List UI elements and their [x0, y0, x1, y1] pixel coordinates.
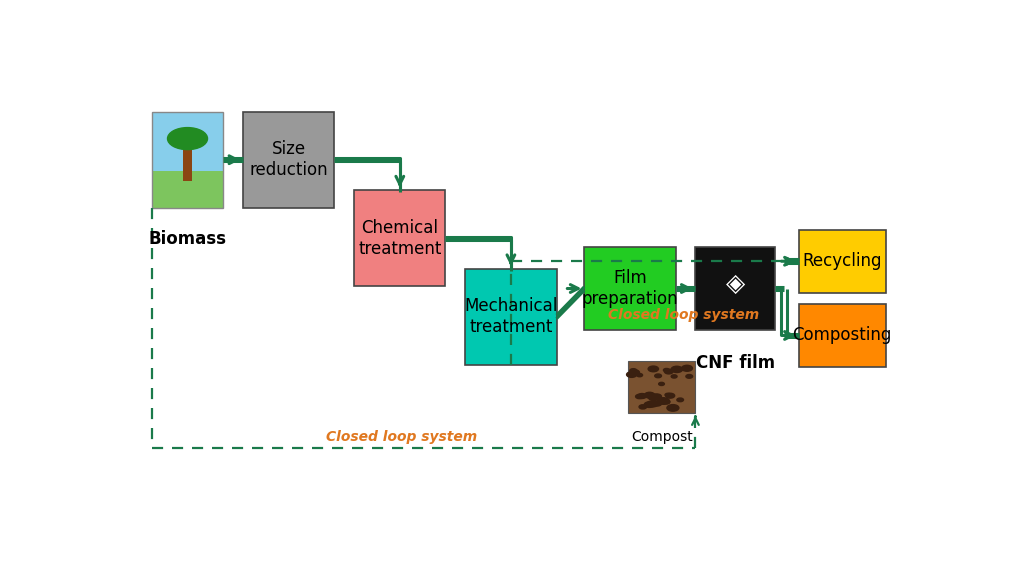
Circle shape: [648, 395, 656, 400]
Circle shape: [657, 397, 670, 404]
Text: Mechanical
treatment: Mechanical treatment: [464, 298, 558, 336]
FancyBboxPatch shape: [585, 247, 676, 330]
Circle shape: [648, 366, 658, 372]
FancyBboxPatch shape: [628, 361, 695, 413]
Circle shape: [630, 369, 637, 373]
Circle shape: [664, 369, 670, 372]
Circle shape: [644, 392, 654, 398]
Text: Film
preparation: Film preparation: [582, 269, 678, 308]
Circle shape: [647, 401, 658, 407]
Text: Closed loop system: Closed loop system: [608, 308, 759, 321]
Circle shape: [630, 370, 639, 375]
FancyBboxPatch shape: [152, 112, 223, 171]
Circle shape: [665, 369, 673, 374]
Circle shape: [665, 400, 670, 403]
Text: ◈: ◈: [725, 272, 744, 297]
FancyBboxPatch shape: [695, 247, 775, 330]
Text: Compost: Compost: [631, 430, 692, 445]
Circle shape: [637, 374, 643, 376]
Circle shape: [168, 128, 208, 150]
Text: CNF film: CNF film: [695, 354, 775, 372]
FancyBboxPatch shape: [243, 112, 334, 208]
Text: Composting: Composting: [793, 327, 892, 344]
FancyBboxPatch shape: [152, 171, 223, 208]
Circle shape: [648, 395, 659, 400]
Circle shape: [665, 393, 671, 396]
Text: Size
reduction: Size reduction: [250, 140, 328, 179]
FancyBboxPatch shape: [465, 269, 557, 365]
Circle shape: [677, 398, 683, 401]
Circle shape: [639, 405, 646, 409]
Circle shape: [667, 405, 679, 411]
FancyBboxPatch shape: [799, 230, 886, 293]
Text: Closed loop system: Closed loop system: [327, 430, 477, 444]
FancyBboxPatch shape: [799, 304, 886, 367]
Circle shape: [638, 393, 646, 399]
Circle shape: [671, 366, 683, 373]
Circle shape: [664, 400, 670, 404]
Circle shape: [682, 365, 692, 371]
Bar: [183, 150, 191, 181]
FancyBboxPatch shape: [354, 191, 445, 286]
Circle shape: [686, 375, 692, 378]
Text: Biomass: Biomass: [148, 230, 226, 248]
Circle shape: [627, 372, 637, 378]
Circle shape: [666, 393, 675, 398]
Circle shape: [671, 375, 677, 378]
Circle shape: [654, 374, 662, 378]
Circle shape: [644, 402, 654, 408]
Circle shape: [652, 394, 662, 399]
Circle shape: [658, 382, 665, 386]
Text: Chemical
treatment: Chemical treatment: [358, 219, 441, 258]
Circle shape: [636, 394, 643, 399]
Text: Recycling: Recycling: [803, 252, 882, 270]
Circle shape: [653, 401, 662, 406]
